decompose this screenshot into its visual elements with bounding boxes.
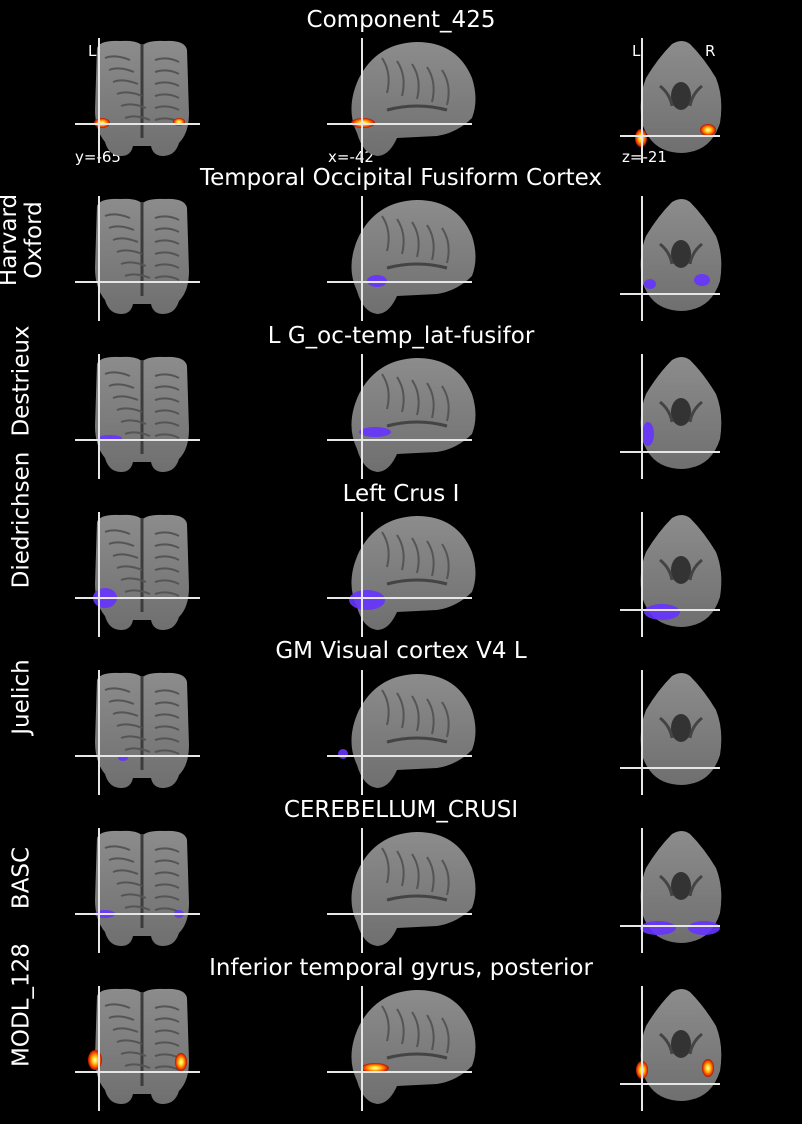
atlas-region-overlay — [640, 921, 676, 935]
sagittal-slice — [351, 990, 476, 1104]
coronal-panel — [75, 196, 200, 321]
atlas-name-label: Diedrichsen — [8, 451, 35, 589]
sagittal-slice — [351, 200, 476, 314]
atlas-region-overlay — [694, 274, 710, 286]
atlas-name-label: MODL_128 — [8, 943, 35, 1067]
atlas-region-title: Temporal Occipital Fusiform Cortex — [199, 165, 603, 191]
atlas-region-overlay — [349, 590, 385, 610]
atlas-name-line: Oxford — [21, 201, 47, 279]
atlas-name-label: Destrieux — [8, 325, 35, 437]
sagittal-slice — [351, 674, 476, 788]
atlas-name-label: BASC — [8, 846, 35, 910]
axial-panel — [620, 196, 722, 321]
atlas-region-title: CEREBELLUM_CRUSI — [283, 797, 519, 823]
orientation-left-label: L — [632, 42, 641, 60]
sagittal-slice — [351, 516, 476, 630]
sagittal-panel — [327, 986, 476, 1111]
sagittal-panel — [327, 512, 476, 637]
atlas-region-title: Left Crus I — [342, 481, 460, 507]
axial-panel — [620, 828, 722, 953]
atlas-region-title: GM Visual cortex V4 L — [275, 638, 527, 664]
atlas-name-line: BASC — [8, 846, 35, 910]
atlas-region-overlay — [644, 604, 680, 620]
sagittal-slice — [351, 42, 476, 156]
atlas-name-line: Juelich — [8, 659, 35, 735]
orientation-right-label: R — [705, 42, 716, 60]
coronal-coordinate: y=-65 — [75, 148, 121, 166]
activation-blob — [175, 1053, 187, 1071]
atlas-name-line: Diedrichsen — [8, 451, 35, 589]
activation-blob — [702, 1059, 714, 1077]
atlas-name-line: Harvard — [0, 193, 22, 287]
coronal-panel — [75, 986, 200, 1111]
coronal-panel — [75, 512, 200, 637]
orientation-left-label: L — [88, 42, 97, 60]
axial-panel — [620, 512, 722, 637]
atlas-name-label: Harvard Oxford — [0, 194, 47, 286]
atlas-region-title: L G_oc-temp_lat-fusifor — [267, 323, 535, 349]
axial-coordinate: z=-21 — [622, 148, 667, 166]
atlas-name-line: MODL_128 — [8, 943, 35, 1067]
sagittal-slice — [351, 832, 476, 946]
sagittal-slice — [351, 358, 476, 472]
atlas-region-overlay — [359, 427, 391, 437]
axial-panel — [620, 38, 722, 163]
atlas-name-label: Juelich — [8, 659, 35, 735]
coronal-panel — [75, 828, 200, 953]
coronal-panel — [75, 354, 200, 479]
axial-panel — [620, 354, 722, 479]
sagittal-panel — [327, 196, 476, 321]
atlas-name-line: Destrieux — [8, 325, 35, 437]
coronal-panel — [75, 670, 200, 795]
atlas-region-overlay — [338, 749, 348, 759]
activation-blob — [700, 124, 716, 136]
axial-panel — [620, 986, 722, 1111]
atlas-region-overlay — [642, 422, 654, 446]
component-title: Component_425 — [306, 7, 496, 33]
atlas-region-title: Inferior temporal gyrus, posterior — [209, 955, 593, 981]
sagittal-panel — [327, 670, 476, 795]
sagittal-panel — [327, 828, 476, 953]
sagittal-panel — [327, 354, 476, 479]
axial-panel — [620, 670, 722, 795]
atlas-region-overlay — [688, 921, 720, 935]
activation-blob — [361, 1063, 389, 1073]
sagittal-panel — [327, 38, 476, 163]
atlas-region-overlay — [644, 279, 656, 289]
coronal-panel — [75, 38, 200, 163]
